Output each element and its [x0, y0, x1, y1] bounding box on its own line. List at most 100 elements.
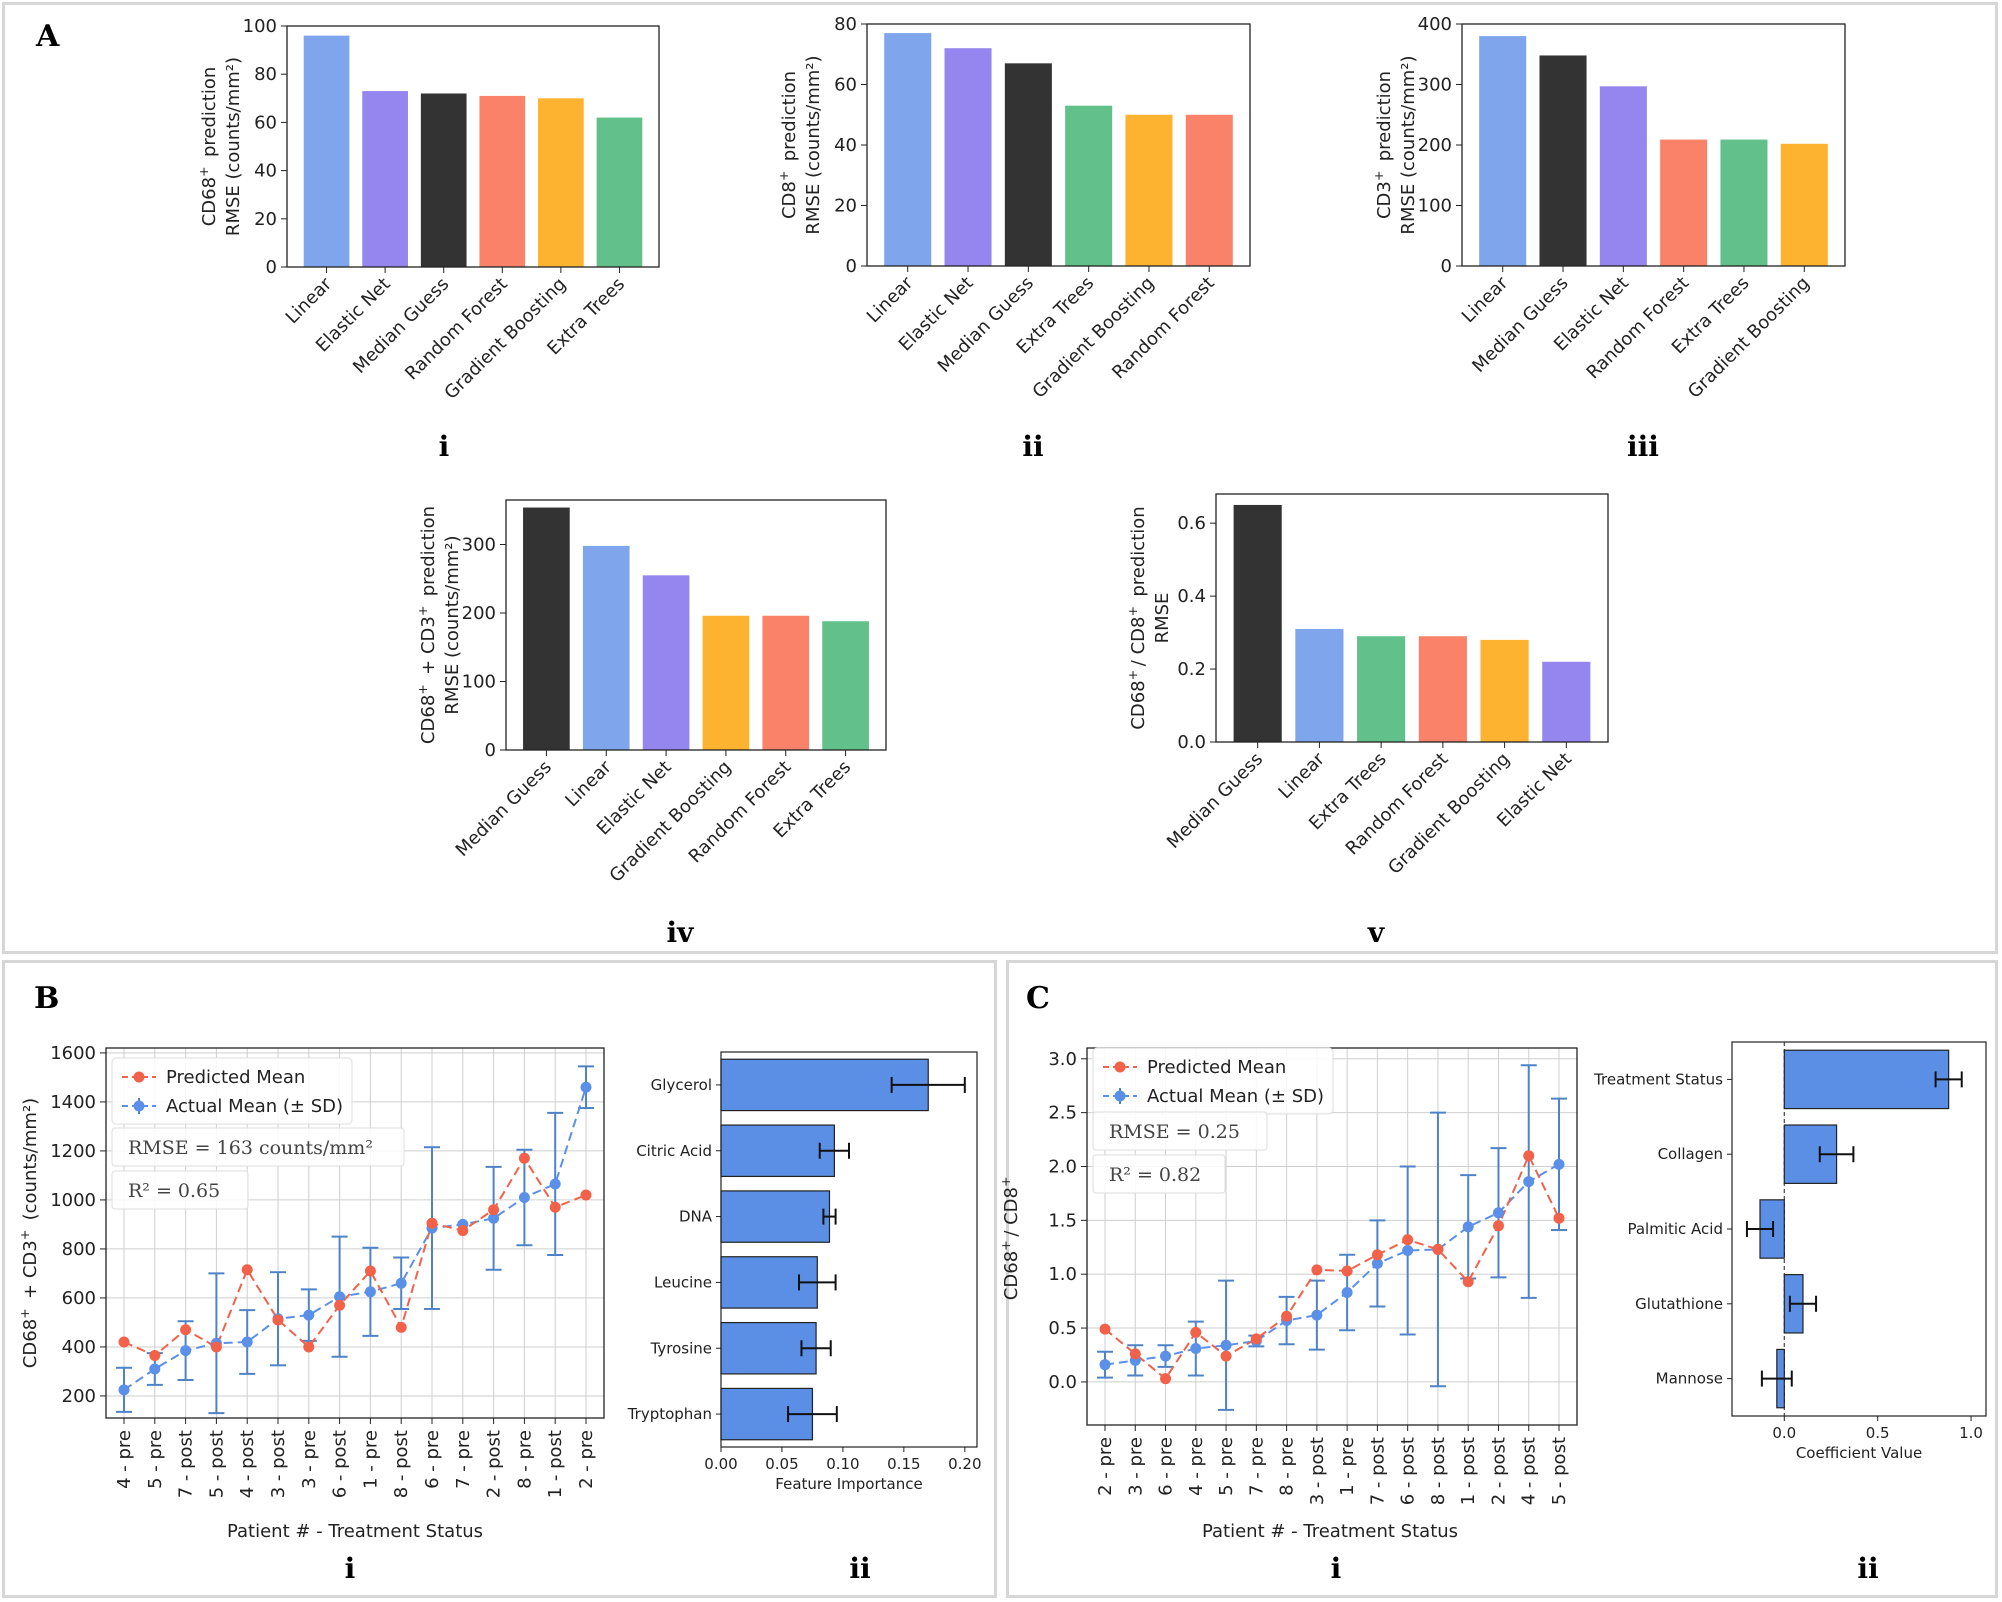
predicted-point	[1341, 1265, 1353, 1277]
legend	[111, 1057, 353, 1125]
chart-b-i: 200 400 600 800 1000 1200 1400 1600 4 - pre 5 - p…	[17, 1043, 605, 1585]
y-axis-label: CD3+ prediction	[1371, 71, 1395, 219]
y-tick-label: 80	[254, 64, 277, 85]
x-tick-label: 4 - post	[237, 1430, 258, 1498]
x-tick-label: Linear	[863, 272, 918, 327]
predicted-point	[334, 1299, 346, 1311]
y-axis-label: CD68+ + CD3+ (counts/mm²)	[17, 1098, 41, 1368]
x-tick-label: 1 - post	[545, 1430, 566, 1498]
y-tick-label: 0	[846, 256, 857, 277]
actual-mean-line	[123, 1086, 587, 1391]
y-tick-label: 1600	[50, 1043, 96, 1064]
y-tick-label: 0	[266, 257, 277, 278]
x-tick-label: Random Forest	[1583, 273, 1694, 384]
predicted-point	[1099, 1323, 1111, 1335]
y-tick-label: Citric Acid	[636, 1142, 712, 1160]
x-tick-label: 3 - post	[268, 1430, 289, 1498]
actual-point	[180, 1345, 192, 1357]
bar-citric-acid	[720, 1124, 835, 1178]
actual-point	[1402, 1245, 1414, 1257]
plot-frame	[1731, 1041, 1987, 1417]
predicted-point	[549, 1201, 561, 1213]
y-tick-label: Glycerol	[651, 1076, 712, 1094]
legend-label: Actual Mean (± SD)	[166, 1096, 343, 1117]
x-axis-label: Patient # - Treatment Status	[227, 1521, 483, 1542]
sublabel: i	[1331, 1552, 1342, 1585]
sublabel: iv	[667, 916, 695, 949]
bar-elastic-net	[1542, 661, 1591, 742]
x-tick-label: 5 - pre	[1216, 1437, 1237, 1496]
y-tick-label: 800	[62, 1239, 96, 1260]
predicted-point	[303, 1341, 315, 1353]
actual-point	[549, 1178, 561, 1190]
actual-point	[1311, 1309, 1323, 1321]
x-tick-label: 3 - post	[1307, 1437, 1328, 1505]
x-tick-label: 6 - post	[330, 1430, 351, 1498]
y-tick-label: 1400	[50, 1092, 96, 1113]
predicted-point	[1492, 1220, 1504, 1232]
y-tick-label: 400	[1418, 14, 1452, 35]
x-tick-label: 0.5	[1866, 1424, 1890, 1442]
x-tick-label: 7 - pre	[1246, 1437, 1267, 1496]
y-tick-label: 0.0	[1048, 1372, 1077, 1393]
predicted-point	[210, 1341, 222, 1353]
chart-b-ii: Glycerol Citric Acid DNA Leucine Tyrosine Try…	[627, 1051, 982, 1585]
bar-random-forest	[479, 95, 526, 267]
bar-linear	[1295, 628, 1344, 742]
x-tick-label: Random Forest	[1108, 273, 1219, 384]
predicted-point	[1523, 1150, 1535, 1162]
plot-frame	[1215, 493, 1609, 743]
bar-gradient-boosting	[1125, 114, 1173, 266]
y-axis-label: CD68+ / CD8+ prediction	[1125, 506, 1149, 729]
panel-label-b: B	[34, 981, 59, 1016]
y-axis-label: RMSE (counts/mm²)	[223, 57, 244, 236]
bar-elastic-net	[642, 575, 690, 750]
actual-point	[118, 1384, 130, 1396]
y-axis-label: CD68+ / CD8+	[998, 1173, 1022, 1300]
bar-linear	[884, 33, 932, 267]
panel-label-c: C	[1026, 981, 1050, 1016]
predicted-point	[457, 1225, 469, 1237]
x-tick-label: 0.15	[887, 1455, 920, 1473]
x-tick-label: 0.00	[704, 1455, 737, 1473]
y-tick-label: 1000	[50, 1190, 96, 1211]
predicted-point	[241, 1264, 253, 1276]
predicted-point	[395, 1321, 407, 1333]
legend-label: Predicted Mean	[1147, 1057, 1286, 1078]
bar-extra-trees	[822, 621, 869, 750]
bar-elastic-net	[944, 48, 992, 267]
y-tick-label: 0.0	[1177, 732, 1206, 753]
predicted-point	[1311, 1264, 1323, 1276]
y-tick-label: 100	[243, 16, 277, 37]
x-tick-label: 8 - post	[391, 1430, 412, 1498]
predicted-mean-line	[1104, 1153, 1560, 1381]
y-axis-label: RMSE (counts/mm²)	[442, 535, 463, 714]
x-tick-label: 6 - pre	[422, 1430, 443, 1489]
actual-point	[580, 1081, 592, 1093]
x-tick-label: 0.10	[826, 1455, 859, 1473]
bar-linear	[582, 545, 630, 750]
x-tick-label: Random Forest	[685, 757, 796, 868]
sublabel: ii	[1022, 430, 1043, 463]
bar-extra-trees	[1357, 636, 1406, 742]
x-tick-label: 2 - pre	[576, 1430, 597, 1489]
stat-box	[1092, 1154, 1226, 1194]
predicted-point	[1432, 1243, 1444, 1255]
y-tick-label: 40	[834, 135, 857, 156]
y-tick-label: 2.0	[1048, 1156, 1077, 1177]
actual-point	[1462, 1221, 1474, 1233]
y-tick-label: 0.2	[1177, 659, 1206, 680]
x-tick-label: Gradient Boosting	[1384, 749, 1514, 879]
y-tick-label: Collagen	[1658, 1145, 1723, 1163]
predicted-point	[149, 1350, 161, 1362]
bar-random-forest	[1418, 636, 1467, 742]
bar-dna	[720, 1190, 831, 1243]
x-tick-label: 4 - pre	[114, 1430, 135, 1489]
bar-extra-trees	[1720, 139, 1768, 266]
x-tick-label: 1 - pre	[360, 1430, 381, 1489]
x-tick-label: Median Guess	[1163, 749, 1267, 853]
legend-marker	[1114, 1090, 1126, 1102]
predicted-point	[1553, 1212, 1565, 1224]
